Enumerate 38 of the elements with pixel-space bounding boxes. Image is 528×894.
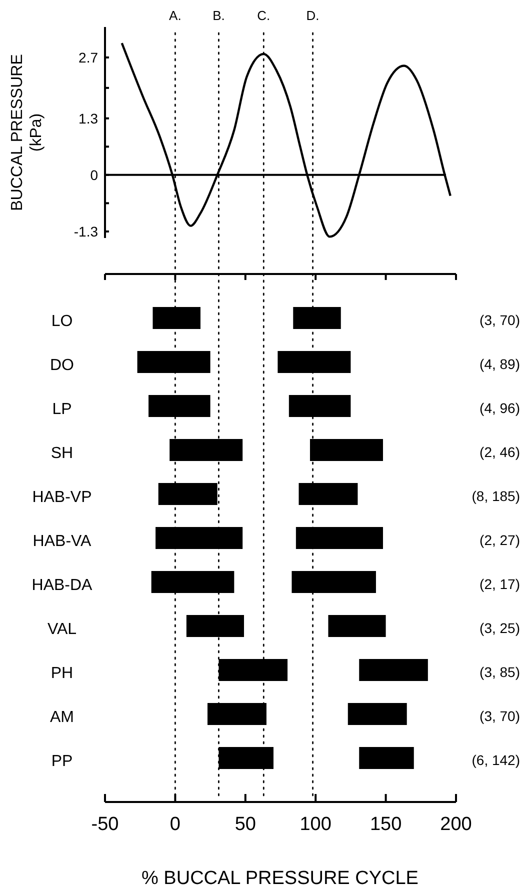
y-tick-label: 0 bbox=[90, 166, 98, 183]
y-tick-label: LP bbox=[52, 401, 72, 418]
y-tick-label: DO bbox=[50, 357, 74, 374]
text: (4, 96) bbox=[480, 400, 520, 416]
text: (6, 142) bbox=[472, 752, 520, 768]
ref-line-label: C. bbox=[257, 8, 270, 23]
y-axis-title: BUCCAL PRESSURE (kPa) bbox=[9, 54, 45, 211]
x-tick-label: -50 bbox=[91, 814, 119, 835]
x-tick-label: 0 bbox=[170, 814, 180, 835]
y-tick-label: PP bbox=[51, 753, 73, 770]
y-tick-label: VAL bbox=[47, 621, 77, 638]
x-tick-label: 100 bbox=[300, 814, 332, 835]
x-tick-label: 50 bbox=[234, 814, 256, 835]
text: (3, 25) bbox=[480, 620, 520, 636]
text: (2, 46) bbox=[480, 444, 520, 460]
text: (8, 185) bbox=[472, 488, 520, 504]
text: (3, 70) bbox=[480, 708, 520, 724]
x-tick-label: 200 bbox=[440, 814, 472, 835]
ref-line-label: B. bbox=[212, 8, 225, 23]
text: (3, 85) bbox=[480, 664, 520, 680]
text: (4, 89) bbox=[480, 356, 520, 372]
text: (2, 17) bbox=[480, 576, 520, 592]
y-tick-label: HAB-VA bbox=[32, 533, 92, 550]
x-tick-label: 150 bbox=[370, 814, 402, 835]
x-axis-title: % BUCCAL PRESSURE CYCLE bbox=[142, 868, 418, 889]
y-tick-label: AM bbox=[50, 709, 74, 726]
text: (2, 27) bbox=[480, 532, 520, 548]
y-tick-label: HAB-DA bbox=[32, 577, 93, 594]
y-tick-label: HAB-VP bbox=[32, 489, 92, 506]
y-tick-label: 1.3 bbox=[78, 110, 98, 126]
y-tick-label: -1.3 bbox=[74, 223, 98, 240]
y-tick-label: PH bbox=[50, 665, 74, 682]
y-tick-label: LO bbox=[51, 313, 73, 330]
y-tick-label: SH bbox=[50, 445, 74, 462]
ref-line-label: D. bbox=[306, 8, 320, 23]
text: (3, 70) bbox=[480, 312, 520, 328]
ref-line-label: A. bbox=[169, 8, 182, 23]
y-tick-label: 2.7 bbox=[78, 49, 98, 66]
